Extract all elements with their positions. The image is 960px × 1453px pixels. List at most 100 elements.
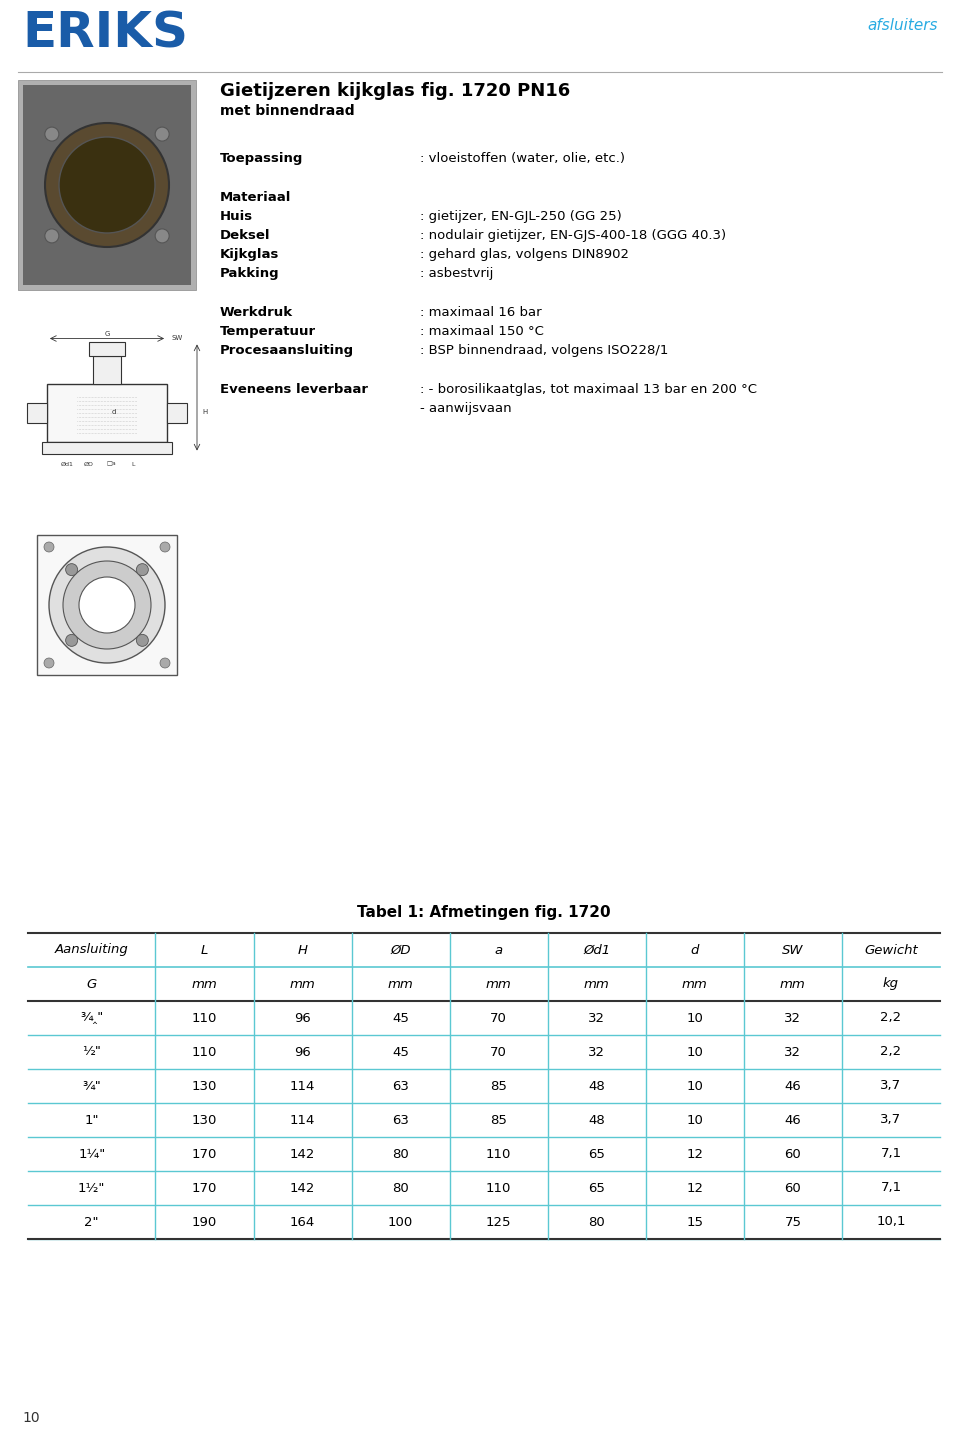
Text: 70: 70 xyxy=(491,1046,507,1058)
Text: 1¼": 1¼" xyxy=(78,1148,106,1161)
Text: 12: 12 xyxy=(686,1181,704,1194)
Text: 10: 10 xyxy=(22,1411,39,1425)
Text: 32: 32 xyxy=(588,1011,605,1024)
Text: Werkdruk: Werkdruk xyxy=(220,307,293,320)
Text: Gietijzeren kijkglas fig. 1720 PN16: Gietijzeren kijkglas fig. 1720 PN16 xyxy=(220,81,570,100)
Circle shape xyxy=(136,564,149,575)
Text: H: H xyxy=(202,410,207,416)
Circle shape xyxy=(160,658,170,668)
Text: 48: 48 xyxy=(588,1080,605,1093)
Text: 10: 10 xyxy=(686,1046,704,1058)
Text: 10: 10 xyxy=(686,1113,704,1126)
Text: ¾": ¾" xyxy=(83,1080,101,1093)
Circle shape xyxy=(65,635,78,647)
Text: 142: 142 xyxy=(290,1148,315,1161)
Text: Ød1: Ød1 xyxy=(584,943,611,956)
Text: Temperatuur: Temperatuur xyxy=(220,325,316,339)
Text: : BSP binnendraad, volgens ISO228/1: : BSP binnendraad, volgens ISO228/1 xyxy=(420,344,668,357)
Text: afsluiters: afsluiters xyxy=(868,17,938,33)
Text: Ød1: Ød1 xyxy=(60,462,73,466)
Text: : nodulair gietijzer, EN-GJS-400-18 (GGG 40.3): : nodulair gietijzer, EN-GJS-400-18 (GGG… xyxy=(420,230,726,243)
Text: Huis: Huis xyxy=(220,211,253,222)
Text: Materiaal: Materiaal xyxy=(220,190,292,203)
Text: mm: mm xyxy=(584,978,610,991)
Text: 110: 110 xyxy=(192,1046,217,1058)
Text: mm: mm xyxy=(486,978,512,991)
Text: H: H xyxy=(298,943,307,956)
Bar xyxy=(47,384,167,442)
Text: 7,1: 7,1 xyxy=(880,1181,901,1194)
Text: 45: 45 xyxy=(393,1011,409,1024)
Text: 110: 110 xyxy=(192,1011,217,1024)
Circle shape xyxy=(45,126,59,141)
Circle shape xyxy=(136,635,149,647)
Text: 45: 45 xyxy=(393,1046,409,1058)
Text: 63: 63 xyxy=(393,1080,409,1093)
Circle shape xyxy=(65,564,78,575)
Text: 1": 1" xyxy=(84,1113,99,1126)
Text: 12: 12 xyxy=(686,1148,704,1161)
Text: mm: mm xyxy=(192,978,217,991)
Text: 3,7: 3,7 xyxy=(880,1113,901,1126)
Bar xyxy=(167,402,187,423)
Text: kg: kg xyxy=(883,978,899,991)
Text: 10,1: 10,1 xyxy=(876,1216,905,1228)
Text: 75: 75 xyxy=(784,1216,802,1228)
Text: 80: 80 xyxy=(393,1148,409,1161)
Text: : vloeistoffen (water, olie, etc.): : vloeistoffen (water, olie, etc.) xyxy=(420,153,625,166)
Text: Procesaansluiting: Procesaansluiting xyxy=(220,344,354,357)
Text: 46: 46 xyxy=(784,1080,802,1093)
Bar xyxy=(42,442,172,453)
Text: 96: 96 xyxy=(294,1046,311,1058)
Text: 100: 100 xyxy=(388,1216,413,1228)
Text: d: d xyxy=(690,943,699,956)
Text: : asbestvrij: : asbestvrij xyxy=(420,267,493,280)
Text: mm: mm xyxy=(780,978,805,991)
Text: 10: 10 xyxy=(686,1080,704,1093)
Text: : maximaal 150 °C: : maximaal 150 °C xyxy=(420,325,544,339)
Text: Aansluiting: Aansluiting xyxy=(55,943,129,956)
Text: 142: 142 xyxy=(290,1181,315,1194)
Text: : - borosilikaatglas, tot maximaal 13 bar en 200 °C: : - borosilikaatglas, tot maximaal 13 ba… xyxy=(420,384,757,397)
Text: 46: 46 xyxy=(784,1113,802,1126)
Circle shape xyxy=(160,542,170,552)
Circle shape xyxy=(45,124,169,247)
Text: 114: 114 xyxy=(290,1113,315,1126)
Text: Tabel 1: Afmetingen fig. 1720: Tabel 1: Afmetingen fig. 1720 xyxy=(357,905,611,920)
Text: 130: 130 xyxy=(192,1080,217,1093)
Text: 110: 110 xyxy=(486,1148,512,1161)
Text: 80: 80 xyxy=(588,1216,605,1228)
Text: 60: 60 xyxy=(784,1148,802,1161)
Text: 125: 125 xyxy=(486,1216,512,1228)
Text: 70: 70 xyxy=(491,1011,507,1024)
Text: : gehard glas, volgens DIN8902: : gehard glas, volgens DIN8902 xyxy=(420,248,629,262)
Text: SW: SW xyxy=(782,943,804,956)
Circle shape xyxy=(63,561,151,649)
Text: 32: 32 xyxy=(588,1046,605,1058)
Text: 170: 170 xyxy=(192,1181,217,1194)
Text: Deksel: Deksel xyxy=(220,230,271,243)
Text: Eveneens leverbaar: Eveneens leverbaar xyxy=(220,384,368,397)
Text: 2": 2" xyxy=(84,1216,99,1228)
Bar xyxy=(27,402,47,423)
Text: Toepassing: Toepassing xyxy=(220,153,303,166)
Bar xyxy=(89,341,125,356)
Text: 80: 80 xyxy=(393,1181,409,1194)
Text: mm: mm xyxy=(290,978,316,991)
Text: met binnendraad: met binnendraad xyxy=(220,105,354,118)
Text: ¾‸": ¾‸" xyxy=(80,1011,104,1024)
Text: 2,2: 2,2 xyxy=(880,1011,901,1024)
Text: Gewicht: Gewicht xyxy=(864,943,918,956)
Text: G: G xyxy=(86,978,97,991)
Text: 2,2: 2,2 xyxy=(880,1046,901,1058)
Text: 130: 130 xyxy=(192,1113,217,1126)
Text: 170: 170 xyxy=(192,1148,217,1161)
Circle shape xyxy=(156,230,169,243)
Text: - aanwijsvaan: - aanwijsvaan xyxy=(420,402,512,416)
Text: 10: 10 xyxy=(686,1011,704,1024)
Circle shape xyxy=(44,542,54,552)
Text: 63: 63 xyxy=(393,1113,409,1126)
Text: 7,1: 7,1 xyxy=(880,1148,901,1161)
Text: 48: 48 xyxy=(588,1113,605,1126)
Text: 32: 32 xyxy=(784,1011,802,1024)
